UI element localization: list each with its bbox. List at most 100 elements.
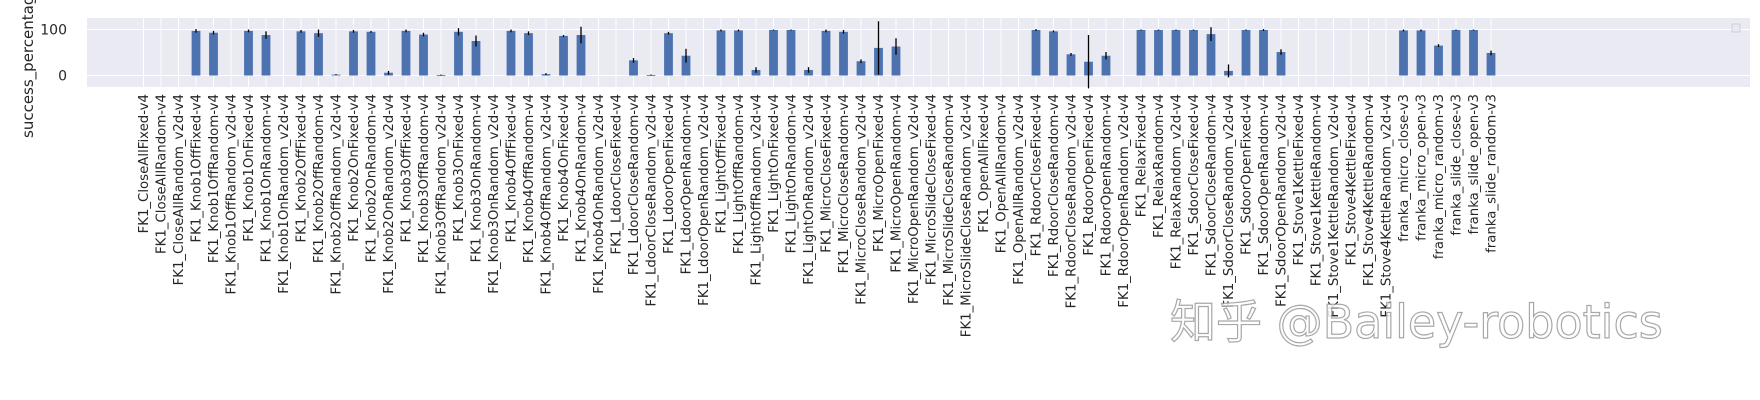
x-tick-label: FK1_Knob4OffRandom_v2d-v4 (540, 94, 555, 295)
x-tick-label: FK1_RdoorOpenRandom_v2d-v4 (1117, 94, 1132, 308)
x-tick-label: FK1_Knob3OffRandom_v2d-v4 (435, 94, 450, 295)
bar (734, 30, 743, 76)
x-tick-label: franka_micro_close-v3 (1397, 94, 1412, 242)
bar (366, 31, 376, 76)
bar (1049, 31, 1058, 76)
x-tick-label: FK1_MicroOpenRandom-v4 (890, 94, 905, 273)
x-tick-label: FK1_SdoorOpenRandom-v4 (1257, 94, 1272, 275)
x-tick-label: FK1_Knob1OffFixed-v4 (190, 94, 205, 243)
x-tick-label: FK1_LightOffRandom-v4 (732, 94, 747, 254)
x-tick-label: FK1_Stove4KettleFixed-v4 (1345, 94, 1360, 266)
x-tick-label: franka_micro_random-v3 (1432, 94, 1447, 259)
x-tick-label: FK1_Stove1KettleRandom_v2d-v4 (1327, 94, 1342, 318)
x-tick-label: FK1_MicroSlideCloseRandom-v4 (942, 94, 957, 306)
x-tick-label: FK1_LdoorCloseRandom_v2d-v4 (645, 94, 660, 307)
x-tick-label: FK1_CloseAllRandom-v4 (155, 94, 170, 254)
x-tick-label: FK1_OpenAllRandom-v4 (995, 94, 1010, 253)
x-tick-label: FK1_MicroSlideCloseFixed-v4 (925, 94, 940, 285)
x-tick-label: FK1_OpenAllRandom_v2d-v4 (1012, 94, 1027, 285)
y-tick-label: 100 (40, 23, 67, 39)
x-tick-label: franka_slide_random-v3 (1485, 94, 1500, 253)
x-tick-label: FK1_Knob3OffRandom-v4 (417, 94, 432, 263)
x-tick-label: FK1_SdoorCloseFixed-v4 (1187, 94, 1202, 256)
x-tick-label: FK1_SdoorCloseRandom_v2d-v4 (1222, 94, 1237, 308)
x-tick-label: FK1_Stove4KettleRandom_v2d-v4 (1380, 94, 1395, 318)
x-tick-label: FK1_LightOnRandom_v2d-v4 (802, 94, 817, 285)
x-axis-tick-labels: FK1_CloseAllFixed-v4 FK1_CloseAllRandom-v… (137, 94, 1500, 337)
x-tick-label: FK1_SdoorOpenRandom_v2d-v4 (1275, 94, 1290, 307)
bar (821, 30, 831, 76)
bar (1154, 29, 1163, 76)
bar (1451, 29, 1461, 76)
x-tick-label: FK1_CloseAllRandom_v2d-v4 (172, 94, 187, 285)
y-axis-ticks: 0 100 (40, 23, 67, 85)
x-tick-label: FK1_RelaxRandom_v2d-v4 (1170, 94, 1185, 269)
x-tick-label: franka_slide_close-v3 (1450, 94, 1465, 236)
bar (1189, 29, 1198, 76)
x-tick-label: FK1_Knob3OnRandom_v2d-v4 (487, 94, 502, 294)
x-tick-label: FK1_Knob3OffFixed-v4 (400, 94, 415, 243)
x-tick-label: FK1_MicroOpenFixed-v4 (872, 94, 887, 252)
bar (524, 33, 533, 76)
bar (419, 34, 428, 76)
x-tick-label: FK1_Knob1OffRandom_v2d-v4 (225, 94, 240, 295)
y-tick-label: 0 (58, 69, 67, 85)
bar (1206, 34, 1216, 76)
bar (1066, 54, 1076, 76)
bar (751, 69, 761, 76)
bar (191, 30, 201, 76)
bar (681, 55, 691, 76)
x-tick-label: FK1_RdoorCloseFixed-v4 (1030, 94, 1045, 256)
x-tick-label: FK1_SdoorOpenFixed-v4 (1240, 94, 1255, 255)
bar (891, 46, 901, 76)
legend-box (1731, 23, 1741, 33)
x-tick-label: FK1_Knob1OnRandom_v2d-v4 (277, 94, 292, 294)
x-tick-label: FK1_MicroCloseRandom-v4 (837, 94, 852, 273)
bar (454, 31, 463, 76)
error-bars (195, 21, 1492, 89)
bar (1259, 29, 1268, 76)
bar (1276, 52, 1286, 76)
bar (261, 35, 271, 76)
x-tick-label: FK1_RelaxRandom-v4 (1152, 94, 1167, 238)
bar (1399, 30, 1408, 76)
x-tick-label: FK1_RdoorCloseRandom_v2d-v4 (1065, 94, 1080, 308)
x-tick-label: FK1_LdoorCloseFixed-v4 (610, 94, 625, 255)
x-tick-label: FK1_Knob3OnFixed-v4 (452, 94, 467, 242)
x-tick-label: FK1_Knob4OnFixed-v4 (557, 94, 572, 242)
x-tick-label: FK1_Knob4OnRandom_v2d-v4 (592, 94, 607, 294)
bar (506, 30, 516, 76)
bar (1136, 29, 1146, 76)
bar (769, 29, 778, 76)
x-tick-label: franka_slide_open-v3 (1467, 94, 1482, 235)
bar (1416, 30, 1426, 76)
bar (664, 33, 673, 76)
x-tick-label: FK1_RdoorOpenFixed-v4 (1082, 94, 1097, 256)
x-tick-label: FK1_LdoorOpenFixed-v4 (662, 94, 677, 254)
x-tick-label: FK1_MicroCloseFixed-v4 (820, 94, 835, 253)
x-tick-label: FK1_Knob4OffFixed-v4 (505, 94, 520, 243)
x-tick-label: FK1_RdoorCloseRandom-v4 (1047, 94, 1062, 277)
x-tick-label: FK1_RdoorOpenRandom-v4 (1100, 94, 1115, 276)
bar (1171, 29, 1181, 76)
x-tick-label: FK1_LightOnFixed-v4 (767, 94, 782, 233)
x-tick-label: FK1_Knob2OffFixed-v4 (295, 94, 310, 243)
bar (804, 69, 813, 76)
x-tick-label: FK1_CloseAllFixed-v4 (137, 94, 152, 233)
x-tick-label: FK1_Stove1KettleFixed-v4 (1292, 94, 1307, 266)
x-tick-label: FK1_MicroOpenRandom_v2d-v4 (907, 94, 922, 304)
x-tick-label: FK1_OpenAllFixed-v4 (977, 94, 992, 233)
x-tick-label: FK1_Knob2OffRandom_v2d-v4 (330, 94, 345, 295)
x-tick-label: FK1_SdoorCloseRandom-v4 (1205, 94, 1220, 276)
x-tick-label: FK1_MicroSlideCloseRandom_v2d-v4 (960, 94, 975, 337)
bar (296, 31, 306, 76)
x-tick-label: FK1_Knob2OnRandom_v2d-v4 (382, 94, 397, 294)
x-tick-label: FK1_Knob4OnRandom-v4 (575, 94, 590, 262)
bar (314, 33, 323, 76)
x-tick-label: FK1_LightOffFixed-v4 (715, 94, 730, 234)
bar (786, 29, 796, 76)
x-tick-label: FK1_Knob2OnFixed-v4 (347, 94, 362, 242)
x-tick-label: FK1_Stove4KettleRandom-v4 (1362, 94, 1377, 286)
x-tick-label: FK1_Knob4OffRandom-v4 (522, 94, 537, 263)
